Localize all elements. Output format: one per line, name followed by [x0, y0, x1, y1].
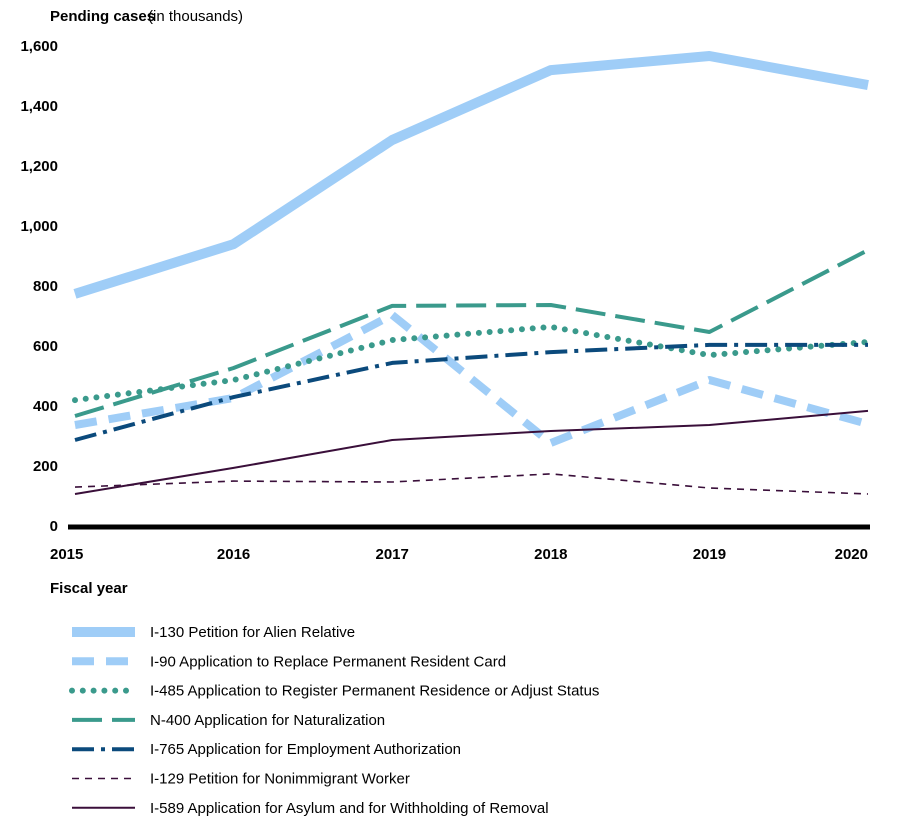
y-tick-label: 1,000: [20, 218, 58, 235]
y-tick-label: 1,200: [20, 158, 58, 175]
legend-label: I-90 Application to Replace Permanent Re…: [150, 653, 506, 670]
x-axis-label: Fiscal year: [50, 580, 128, 597]
series-line: [74, 473, 869, 495]
y-tick-label: 200: [33, 458, 58, 475]
y-tick-label: 400: [33, 398, 58, 415]
y-tick-label: 1,400: [20, 98, 58, 115]
x-tick-label: 2016: [217, 546, 250, 563]
x-tick-label: 2015: [50, 546, 83, 563]
y-tick-label: 800: [33, 278, 58, 295]
y-tick-label: 600: [33, 338, 58, 355]
x-tick-label: 2020: [835, 546, 868, 563]
series-line: [74, 342, 868, 442]
legend-label: I-130 Petition for Alien Relative: [150, 624, 355, 641]
y-tick-label: 0: [50, 518, 58, 535]
chart-subtitle: (in thousands): [148, 8, 243, 25]
series-line: [73, 51, 869, 299]
legend-label: I-765 Application for Employment Authori…: [150, 741, 461, 758]
chart-title: Pending cases: [50, 8, 155, 25]
series-line: [72, 323, 871, 404]
series-line: [74, 409, 869, 495]
series-line: [74, 248, 869, 418]
legend-label: I-485 Application to Register Permanent …: [150, 683, 599, 700]
x-tick-label: 2018: [534, 546, 567, 563]
legend-label: N-400 Application for Naturalization: [150, 712, 385, 729]
x-tick-label: 2017: [376, 546, 409, 563]
x-tick-label: 2019: [693, 546, 726, 563]
legend-label: I-589 Application for Asylum and for Wit…: [150, 800, 549, 817]
legend-label: I-129 Petition for Nonimmigrant Worker: [150, 770, 410, 787]
y-tick-label: 1,600: [20, 38, 58, 55]
